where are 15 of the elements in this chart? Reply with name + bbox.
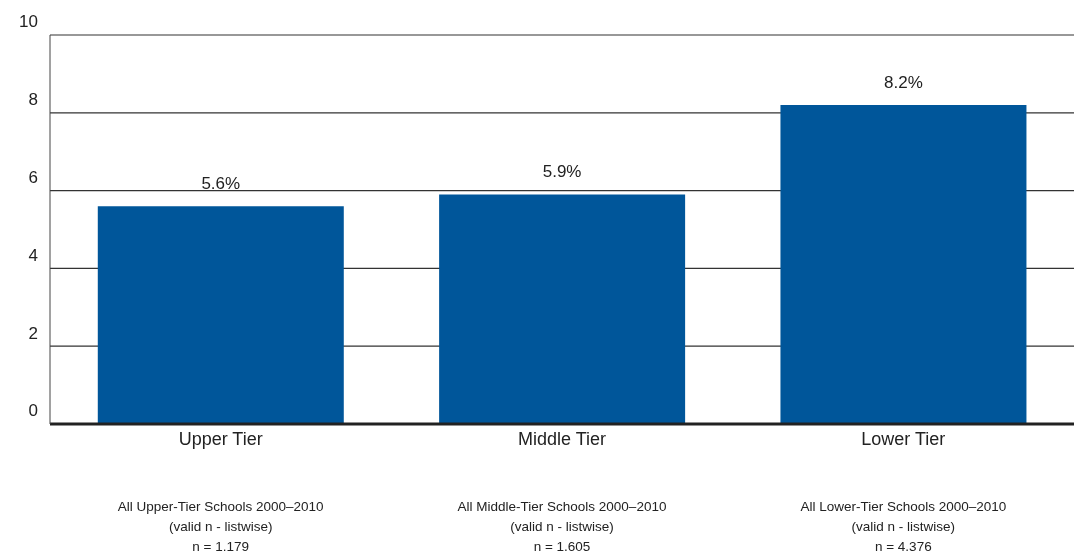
- y-tick-label: 6: [28, 168, 38, 188]
- y-tick-label: 0: [28, 401, 38, 421]
- y-tick-label: 8: [28, 90, 38, 110]
- y-tick-label: 4: [28, 245, 38, 265]
- text: All Lower-Tier Schools 2000–2010 (valid n - listwise) n = 4.376: [799, 498, 1008, 552]
- y-tick-label: 10: [19, 12, 38, 32]
- text: All Upper-Tier Schools 2000–2010 (valid n - listwise) n = 1.179: [116, 498, 325, 552]
- text: All Middle-Tier Schools 2000–2010 (valid n - listwise) n = 1.605: [456, 498, 668, 552]
- x-tick-label: Middle Tier: [517, 428, 607, 449]
- x-tick-label: Lower Tier: [861, 428, 946, 449]
- y-tick-label: 2: [28, 323, 38, 343]
- data-label: 8.2%: [884, 73, 923, 93]
- data-label: 5.9%: [542, 162, 582, 182]
- x-tick-label: Upper Tier: [178, 428, 263, 449]
- data-label: 5.6%: [201, 174, 241, 194]
